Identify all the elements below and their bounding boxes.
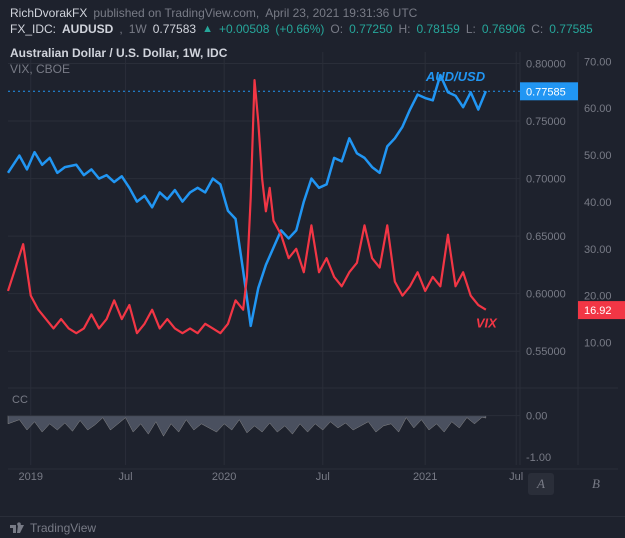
chart-title-block: Australian Dollar / U.S. Dollar, 1W, IDC…	[10, 46, 227, 76]
cc-tick: 0.00	[526, 411, 547, 423]
y-left-tick: 0.60000	[526, 289, 566, 301]
y-left-tick: 0.70000	[526, 174, 566, 186]
header-info: RichDvorakFX published on TradingView.co…	[0, 0, 625, 22]
y-right-tick: 40.00	[584, 197, 612, 209]
published-on: published on TradingView.com,	[93, 6, 259, 20]
O-val: 0.77250	[349, 22, 392, 36]
audusd-label: AUD/USD	[425, 69, 486, 84]
change-pct: (+0.66%)	[275, 22, 324, 36]
author: RichDvorakFX	[10, 6, 87, 20]
cc-area	[8, 416, 486, 437]
y-right-tick: 60.00	[584, 103, 612, 115]
cc-tick: -1.00	[526, 452, 551, 464]
symbol: AUDUSD	[62, 22, 113, 36]
x-tick: 2021	[413, 471, 437, 483]
interval: 1W	[129, 22, 147, 36]
y-left-tick: 0.65000	[526, 231, 566, 243]
O-lbl: O:	[330, 22, 343, 36]
L-lbl: L:	[466, 22, 476, 36]
H-val: 0.78159	[416, 22, 459, 36]
y-left-tick: 0.80000	[526, 59, 566, 71]
tradingview-logo[interactable]: TradingView	[10, 521, 96, 535]
y-right-tick: 30.00	[584, 244, 612, 256]
last-price: 0.77583	[153, 22, 196, 36]
L-val: 0.76906	[482, 22, 525, 36]
bottom-bar: TradingView	[0, 516, 625, 538]
y-left-tick: 0.55000	[526, 346, 566, 358]
audusd-line	[8, 75, 486, 326]
x-tick: 2020	[212, 471, 236, 483]
audusd-price-tag-text: 0.77585	[526, 86, 566, 98]
y-right-tick: 20.00	[584, 291, 612, 303]
C-val: 0.77585	[549, 22, 592, 36]
symbol-prefix: FX_IDC:	[10, 22, 56, 36]
y-left-tick: 0.75000	[526, 116, 566, 128]
chart-title: Australian Dollar / U.S. Dollar, 1W, IDC	[10, 46, 227, 60]
chart-svg[interactable]: 0.55000 0.60000 0.65000 0.70000 0.75000 0.800…	[0, 40, 625, 516]
vix-price-tag-text: 16.92	[584, 305, 612, 317]
arrow-up-icon: ▲	[202, 23, 213, 35]
vix-label: VIX	[476, 316, 498, 331]
chart-subtitle: VIX, CBOE	[10, 62, 227, 76]
y-right-tick: 50.00	[584, 150, 612, 162]
toolbar-b-label[interactable]: B	[592, 476, 600, 491]
C-lbl: C:	[531, 22, 543, 36]
toolbar-a-label: A	[536, 476, 545, 491]
x-tick: Jul	[509, 471, 523, 483]
x-tick: Jul	[119, 471, 133, 483]
tv-logo-icon	[10, 522, 26, 534]
H-lbl: H:	[398, 22, 410, 36]
branding-text: TradingView	[30, 521, 96, 535]
timestamp: April 23, 2021 19:31:36 UTC	[265, 6, 417, 20]
ohlc-bar: FX_IDC: AUDUSD, 1W 0.77583 ▲ +0.00508 (+0…	[0, 22, 625, 40]
interval-sep: ,	[119, 22, 122, 36]
cc-label: CC	[12, 394, 28, 406]
y-right-tick: 10.00	[584, 338, 612, 350]
x-tick: Jul	[316, 471, 330, 483]
chart-container[interactable]: 0.55000 0.60000 0.65000 0.70000 0.75000 0.800…	[0, 40, 625, 516]
change: +0.00508	[219, 22, 269, 36]
y-right-tick: 70.00	[584, 56, 612, 68]
x-tick: 2019	[19, 471, 43, 483]
